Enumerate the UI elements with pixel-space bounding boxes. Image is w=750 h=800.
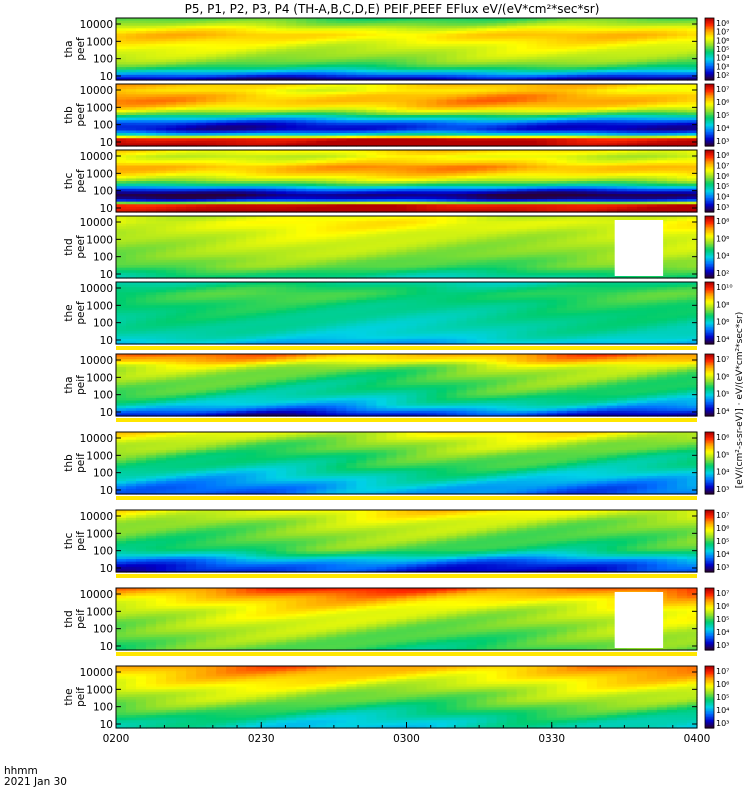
y-tick-label: 10000 bbox=[80, 85, 113, 97]
panel-thb-peef: 10000 1000 100 10 thb peef 10⁷ 10⁶ 10⁵ 10⁴ 10³ bbox=[63, 84, 729, 149]
colorbar-tick-label: 10⁶ bbox=[716, 98, 729, 107]
panel-tha-peef: 10000 1000 100 10 tha peef 10⁸10⁷10⁶10⁵10⁴10³1… bbox=[63, 18, 729, 83]
y-tick-label: 10 bbox=[100, 71, 113, 83]
y-tick-label: 10000 bbox=[80, 151, 113, 163]
y-tick-label: 1000 bbox=[86, 168, 113, 180]
y-tick-label: 100 bbox=[93, 54, 113, 66]
colorbar-tick-label: 10⁵ bbox=[716, 45, 729, 54]
species-label: peef bbox=[75, 37, 87, 61]
y-tick-label: 100 bbox=[93, 186, 113, 198]
y-tick-label: 100 bbox=[93, 120, 113, 132]
y-tick-label: 10 bbox=[100, 137, 113, 149]
colorbar-tick-label: 10² bbox=[716, 71, 729, 80]
y-tick-label: 1000 bbox=[86, 36, 113, 48]
probe-label: tha bbox=[63, 40, 75, 57]
colorbar-tick-label: 10⁸ bbox=[716, 19, 729, 28]
colorbar-tick-label: 10⁴ bbox=[716, 54, 729, 63]
colorbar-tick-label: 10⁸ bbox=[716, 151, 729, 160]
colorbar-tick-label: 10⁷ bbox=[716, 161, 729, 170]
colorbar-tick-label: 10³ bbox=[716, 137, 729, 146]
colorbar-tick-label: 10³ bbox=[716, 203, 729, 212]
figure-title: P5, P1, P2, P3, P4 (TH-A,B,C,D,E) PEIF,P… bbox=[185, 2, 600, 16]
colorbar-tick-label: 10³ bbox=[716, 62, 729, 71]
colorbar-tick-label: 10⁷ bbox=[716, 85, 729, 94]
colorbar-tick-label: 10⁴ bbox=[716, 193, 729, 202]
y-tick-label: 10 bbox=[100, 203, 113, 215]
colorbar-tick-label: 10⁵ bbox=[716, 182, 729, 191]
probe-label: thc bbox=[63, 173, 75, 190]
species-label: peef bbox=[75, 169, 87, 193]
species-label: peef bbox=[75, 103, 87, 127]
colorbar: 10⁷ 10⁶ 10⁵ 10⁴ 10³ bbox=[705, 84, 729, 147]
colorbar-tick-label: 10⁵ bbox=[716, 111, 729, 120]
y-tick-label: 10000 bbox=[80, 19, 113, 31]
colorbar-tick-label: 10⁴ bbox=[716, 124, 729, 133]
colorbar-tick-label: 10⁷ bbox=[716, 28, 729, 37]
y-tick-label: 1000 bbox=[86, 102, 113, 114]
colorbar-tick-label: 10⁶ bbox=[716, 172, 729, 181]
colorbar-tick-label: 10⁶ bbox=[716, 36, 729, 45]
probe-label: thb bbox=[63, 106, 75, 124]
